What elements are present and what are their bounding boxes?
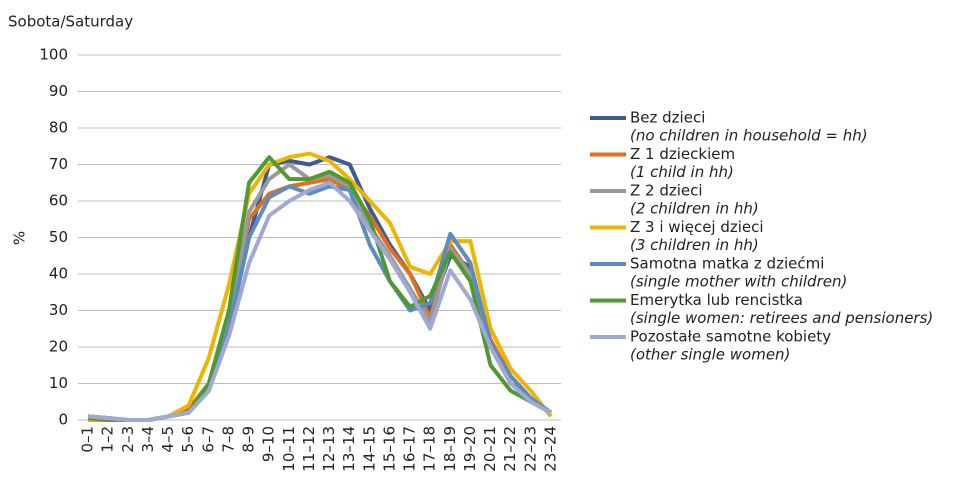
x-tick-label: 15–16: [380, 426, 398, 472]
x-tick-label: 18–19: [441, 426, 459, 472]
legend-description: (3 children in hh): [630, 236, 759, 254]
x-tick-label: 20–21: [481, 426, 499, 472]
x-tick-label: 3–4: [139, 426, 157, 453]
y-tick-label: 100: [39, 46, 68, 64]
x-tick-label: 1–2: [99, 426, 117, 453]
x-tick-label: 16–17: [401, 426, 419, 472]
series-line: [88, 151, 553, 422]
y-tick-label: 20: [49, 338, 68, 356]
y-tick-label: 70: [49, 155, 68, 173]
series-line: [87, 184, 553, 422]
legend-label: Z 3 i więcej dzieci: [630, 218, 764, 236]
y-tick-label: 40: [49, 265, 68, 283]
x-tick-label: 5–6: [179, 426, 197, 453]
legend-label: Z 2 dzieci: [630, 182, 703, 200]
legend-description: (1 child in hh): [630, 163, 734, 181]
legend-label: Pozostałe samotne kobiety: [630, 328, 831, 346]
x-tick-label: 19–20: [461, 426, 479, 472]
x-tick-label: 21–22: [501, 426, 519, 472]
y-tick-label: 30: [49, 301, 68, 319]
x-tick-label: 2–3: [119, 426, 137, 453]
y-tick-label: 60: [49, 192, 68, 210]
y-axis-label: %: [11, 231, 29, 245]
y-tick-label: 10: [49, 374, 68, 392]
legend-label: Samotna matka z dziećmi: [630, 255, 824, 273]
legend-label: Emerytka lub rencistka: [630, 291, 803, 309]
x-tick-label: 7–8: [219, 426, 237, 453]
x-tick-label: 22–23: [521, 426, 539, 472]
x-tick-label: 0–1: [79, 426, 97, 453]
chart-title: Sobota/Saturday: [8, 13, 133, 31]
x-tick-label: 14–15: [360, 426, 378, 472]
legend-description: (single mother with children): [630, 273, 847, 291]
legend-label: Z 1 dzieckiem: [630, 145, 735, 163]
legend-description: (2 children in hh): [630, 200, 759, 218]
x-tick-label: 6–7: [199, 426, 217, 453]
x-tick-label: 23–24: [541, 426, 559, 472]
y-tick-label: 0: [58, 411, 68, 429]
x-tick-label: 12–13: [320, 426, 338, 472]
legend-description: (other single women): [630, 346, 790, 364]
x-tick-label: 17–18: [421, 426, 439, 472]
x-tick-label: 9–10: [260, 426, 278, 462]
x-tick-label: 13–14: [340, 426, 358, 472]
legend-description: (single women: retirees and pensioners): [630, 309, 933, 327]
y-tick-label: 90: [49, 82, 68, 100]
series-line: [87, 180, 552, 422]
legend-description: (no children in household = hh): [630, 127, 868, 145]
y-tick-label: 80: [49, 119, 68, 137]
legend-label: Bez dzieci: [630, 109, 705, 127]
y-tick-label: 50: [49, 228, 68, 246]
x-tick-label: 11–12: [300, 426, 318, 472]
x-tick-label: 4–5: [159, 426, 177, 453]
x-tick-label: 8–9: [240, 426, 258, 453]
x-tick-label: 10–11: [280, 426, 298, 472]
